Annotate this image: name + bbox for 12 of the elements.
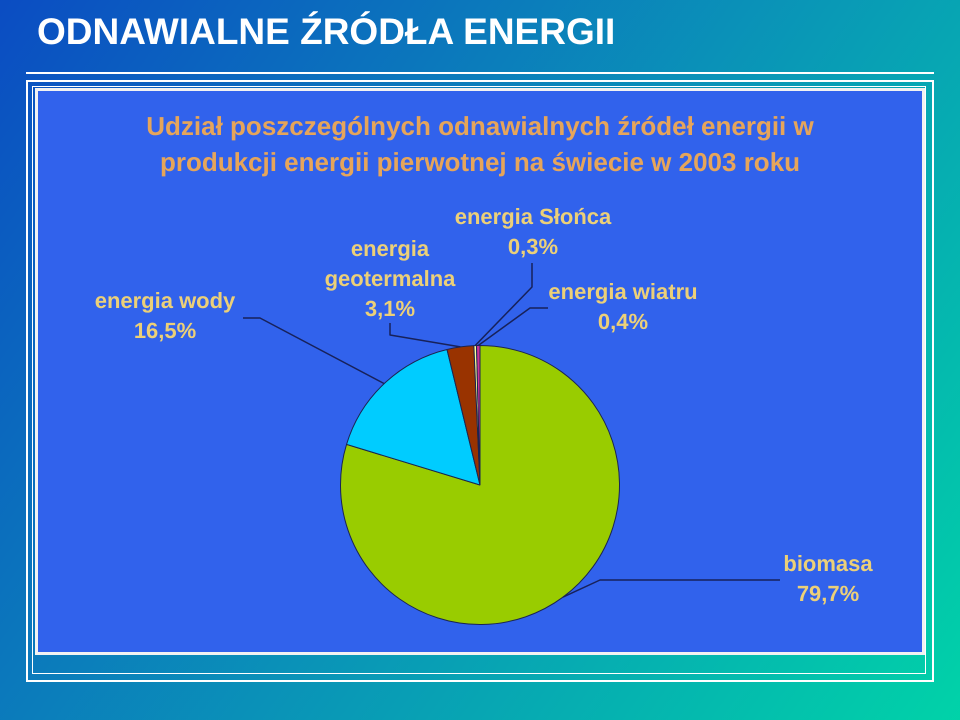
slice-label: energia Słońca: [454, 204, 612, 230]
chart-subtitle: Udział poszczególnych odnawialnych źródeł energii w produkcji energii pierwotnej na świecie w 2003 roku: [145, 110, 815, 179]
chart-title: ODNAWIALNE ŹRÓDŁA ENERGII: [37, 11, 616, 53]
data-label: 79,7%: [796, 581, 860, 606]
data-label: 3,1%: [364, 296, 416, 322]
slice-label: energia wiatru: [548, 279, 698, 304]
data-label: 0,3%: [508, 234, 558, 260]
data-label: 16,5%: [134, 318, 196, 344]
data-label: 0,4%: [598, 309, 648, 334]
slice-label: energia geotermalna: [324, 236, 456, 292]
slice-label: energia wody: [94, 288, 236, 314]
slice-label: biomasa: [783, 551, 874, 576]
